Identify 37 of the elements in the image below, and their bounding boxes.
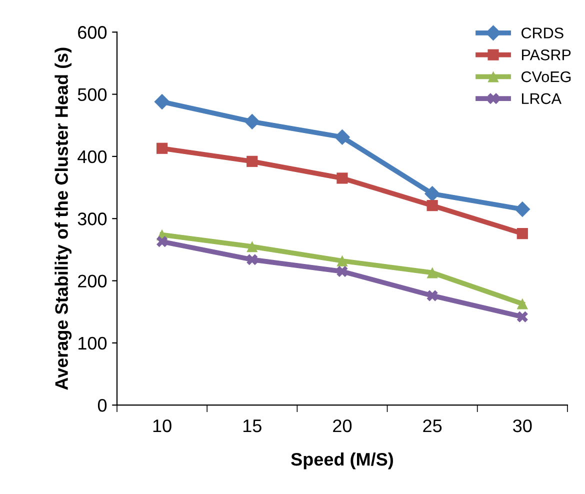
y-axis-title: Average Stability of the Cluster Head (s) xyxy=(54,48,72,390)
point xyxy=(516,298,528,310)
point xyxy=(246,254,258,266)
y-tick-label: 100 xyxy=(78,336,107,350)
point xyxy=(424,186,440,202)
point xyxy=(246,156,258,167)
x-tick-label: 25 xyxy=(423,419,442,432)
point xyxy=(154,94,170,110)
point xyxy=(156,142,168,154)
x-tick-label: 30 xyxy=(513,419,532,432)
legend-label: PASRP xyxy=(522,49,571,60)
y-tick-label: 400 xyxy=(78,150,107,164)
point xyxy=(516,228,528,240)
x-axis-title: Speed (M/S) xyxy=(291,452,393,470)
point xyxy=(516,311,528,322)
x-tick-label: 15 xyxy=(243,420,262,432)
point xyxy=(246,241,258,252)
y-tick-label: 0 xyxy=(98,399,107,412)
point xyxy=(334,129,350,146)
point xyxy=(336,266,348,277)
point xyxy=(426,290,438,302)
point xyxy=(426,267,438,278)
point xyxy=(514,201,530,218)
legend-label: LRCA xyxy=(522,93,562,104)
legend-label: CVoEG xyxy=(522,71,571,82)
y-tick-label: 600 xyxy=(78,26,107,39)
point xyxy=(426,200,438,212)
point xyxy=(336,172,348,184)
x-tick-label: 10 xyxy=(153,419,172,432)
point xyxy=(156,236,168,248)
point xyxy=(336,255,348,266)
y-tick-label: 200 xyxy=(78,274,107,288)
y-tick-label: 500 xyxy=(78,88,107,101)
y-tick-label: 300 xyxy=(78,212,107,226)
point xyxy=(244,114,260,130)
legend-label: CRDS xyxy=(522,28,564,38)
x-tick-label: 20 xyxy=(333,419,352,432)
